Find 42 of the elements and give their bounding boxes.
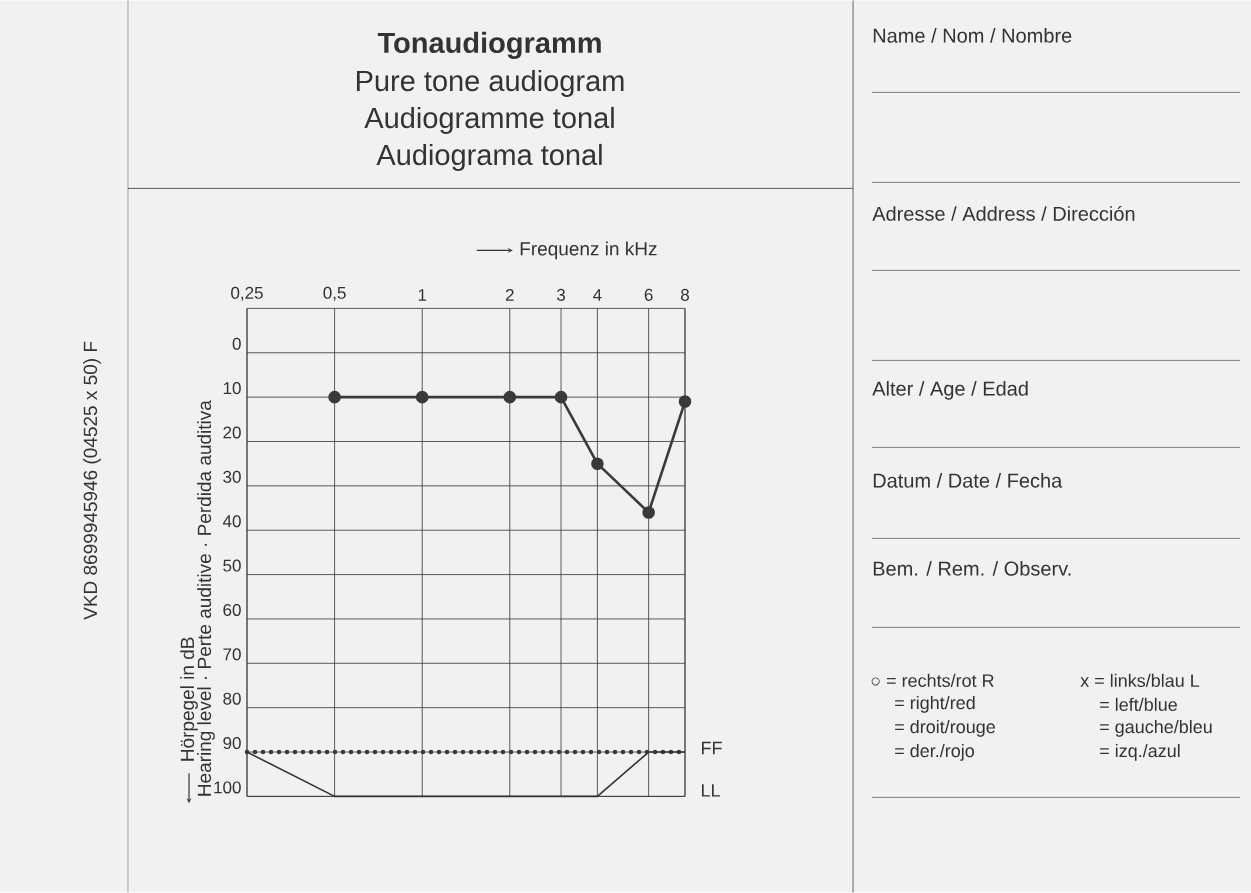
text: Datum / Date / Fecha	[873, 473, 1063, 488]
x-tick-label: 4	[593, 289, 602, 301]
x-axis-title: Frequenz in kHz	[520, 241, 657, 260]
text: = der./rojo	[895, 744, 974, 761]
y-tick-label: 30	[223, 470, 241, 483]
y-tick-label: 100	[214, 781, 241, 794]
x-tick-label: 8	[681, 288, 689, 301]
chart-title: Tonaudiogramm	[377, 31, 601, 60]
text: VKD 8699945946 (04525 x 50) F	[83, 341, 101, 620]
x-tick-label: 0,25	[231, 286, 263, 301]
ref-line-label: FF	[702, 741, 722, 755]
x-tick-label: 6	[644, 288, 653, 301]
y-tick-label: 40	[222, 515, 241, 528]
y-tick-label: 10	[223, 382, 241, 395]
x-tick-label: 3	[556, 288, 566, 301]
text: Audiograma tonal	[376, 143, 602, 172]
text: = gauche/bleu	[1100, 720, 1212, 737]
y-tick-label: 20	[223, 426, 241, 439]
text: Audiogramme tonal	[364, 106, 614, 135]
chart-subtitle: Pure tone audiogram	[356, 69, 624, 98]
text: LL	[702, 784, 720, 797]
y-tick-label: 50	[223, 559, 241, 572]
y-tick-label: 70	[223, 648, 241, 661]
text: Bem. / Rem. / Observ.	[873, 561, 1071, 576]
x-tick-label: 1	[418, 289, 427, 301]
y-tick-label: 60	[223, 604, 241, 617]
y-tick-label: 80	[223, 692, 241, 705]
x-tick-label: 2	[505, 289, 514, 301]
text: x = links/blau L	[1080, 673, 1200, 688]
text: Hearing level · Perte auditive · Perdida auditiva	[197, 400, 215, 796]
text: Alter / Age / Edad	[872, 381, 1028, 400]
text: = left/blue	[1100, 697, 1177, 712]
text: Name / Nom / Nombre	[873, 28, 1072, 43]
x-tick-label: 0,5	[323, 286, 346, 301]
text: Adresse / Address / Dirección	[872, 206, 1135, 221]
text: ○ = rechts/rot R	[871, 673, 994, 688]
text: = right/red	[895, 696, 975, 713]
text: = droit/rouge	[895, 720, 995, 737]
y-axis-title: Hörpegel in dB	[180, 637, 198, 761]
y-tick-label: 0	[232, 337, 241, 350]
text: = izq./azul	[1100, 744, 1180, 761]
y-tick-label: 90	[223, 737, 241, 750]
